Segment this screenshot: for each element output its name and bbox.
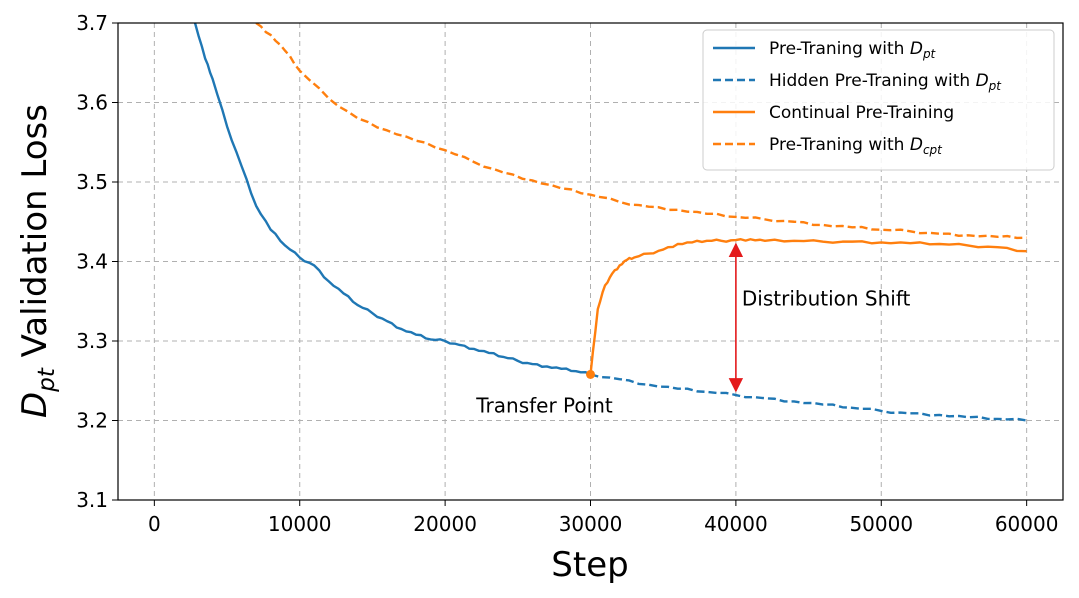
legend-label-text: Pre-Traning with — [769, 39, 910, 59]
x-tick-label: 20000 — [413, 512, 477, 536]
legend-label-text: Pre-Traning with — [769, 135, 910, 155]
x-axis: 0 10000 20000 30000 40000 50000 60000 — [148, 500, 1058, 536]
y-tick-label: 3.6 — [76, 91, 108, 115]
legend-label-subscript: pt — [922, 47, 937, 61]
legend-label-symbol: D — [910, 135, 923, 155]
legend-label-3: Pre-Traning with Dcpt — [769, 135, 943, 157]
legend-label-0: Pre-Traning with Dpt — [769, 39, 937, 61]
y-tick-label: 3.1 — [76, 488, 108, 512]
x-axis-title: Step — [551, 545, 628, 585]
x-tick-label: 10000 — [268, 512, 332, 536]
x-tick-label: 60000 — [995, 512, 1059, 536]
legend-box — [702, 29, 1055, 171]
series-line-0 — [193, 23, 591, 376]
transfer-point-label: Transfer Point — [475, 393, 613, 417]
y-axis-title: Dpt Validation Loss — [15, 104, 60, 418]
legend-label-subscript: pt — [988, 79, 1003, 93]
x-tick-label: 40000 — [704, 512, 768, 536]
y-tick-label: 3.3 — [76, 329, 108, 353]
y-tick-label: 3.7 — [76, 11, 108, 35]
x-tick-label: 0 — [148, 512, 161, 536]
y-axis-title-rest: Validation Loss — [15, 104, 55, 368]
legend-label-text: Hidden Pre-Traning with — [769, 71, 976, 91]
legend-label-symbol: D — [910, 39, 923, 59]
series-layer — [193, 23, 1027, 422]
legend-label-text: Continual Pre-Training — [769, 103, 954, 123]
series-line-3 — [255, 23, 1027, 240]
series-line-1 — [590, 373, 1027, 422]
x-tick-label: 30000 — [559, 512, 623, 536]
y-axis-title-base: D — [15, 392, 55, 418]
y-tick-label: 3.2 — [76, 409, 108, 433]
distribution-shift-label: Distribution Shift — [742, 287, 911, 311]
legend-label-2: Continual Pre-Training — [769, 103, 954, 123]
annotations: Transfer Point Distribution Shift — [475, 242, 911, 417]
legend-label-subscript: cpt — [923, 143, 943, 157]
x-tick-label: 50000 — [849, 512, 913, 536]
transfer-point-marker — [586, 369, 595, 379]
y-axis-title-sub: pt — [34, 367, 60, 393]
y-tick-label: 3.4 — [76, 250, 108, 274]
grid-lines — [118, 23, 1063, 500]
y-axis: 3.1 3.2 3.3 3.4 3.5 3.6 3.7 — [76, 11, 118, 512]
legend-label-symbol: D — [976, 71, 989, 91]
series-line-2 — [589, 238, 1027, 375]
legend-label-1: Hidden Pre-Traning with Dpt — [769, 71, 1002, 93]
y-tick-label: 3.5 — [76, 170, 108, 194]
